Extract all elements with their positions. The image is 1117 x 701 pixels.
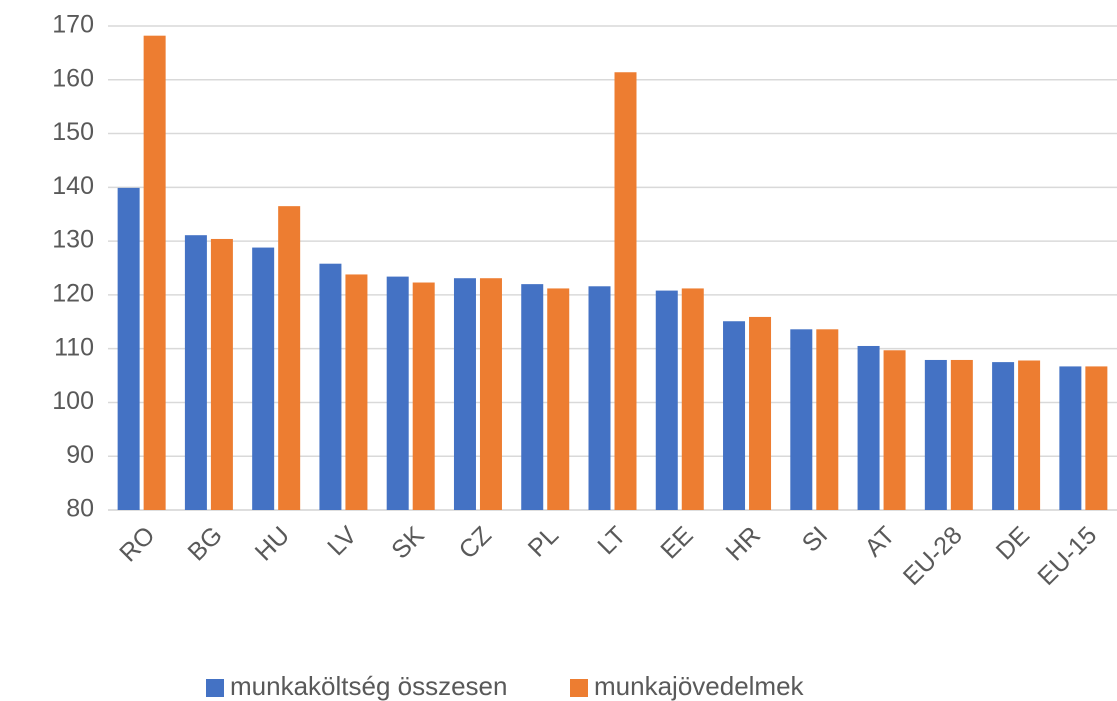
- bar: [547, 288, 570, 510]
- x-tick-label: RO: [114, 521, 160, 567]
- bar: [1059, 366, 1082, 510]
- legend-swatch: [570, 679, 588, 697]
- x-tick-label: HR: [721, 521, 766, 566]
- bar: [386, 276, 409, 510]
- bar: [723, 321, 746, 510]
- bar: [857, 345, 880, 510]
- y-tick-label: 90: [66, 441, 94, 469]
- y-tick-label: 130: [52, 226, 94, 254]
- x-tick-label: SI: [797, 521, 834, 558]
- x-tick-label: EU-28: [898, 521, 968, 591]
- y-tick-label: 110: [54, 333, 94, 361]
- y-tick-label: 100: [52, 387, 94, 415]
- x-tick-label: AT: [859, 521, 900, 562]
- bar: [681, 288, 704, 510]
- x-tick-label: CZ: [454, 521, 497, 564]
- y-tick-label: 170: [52, 11, 94, 39]
- bar: [883, 350, 906, 510]
- x-tick-label: BG: [182, 521, 227, 566]
- bar: [588, 286, 611, 510]
- x-tick-label: EE: [655, 521, 698, 564]
- y-tick-label: 80: [66, 495, 94, 523]
- y-tick-label: 140: [52, 172, 94, 200]
- legend-label: munkajövedelmek: [594, 671, 805, 701]
- y-tick-label: 160: [52, 64, 94, 92]
- bar: [1018, 360, 1041, 510]
- x-tick-label: HU: [250, 521, 295, 566]
- x-tick-label: DE: [991, 521, 1035, 565]
- bar: [1085, 366, 1108, 510]
- bar: [924, 359, 947, 510]
- bar: [412, 282, 435, 510]
- bar: [252, 247, 275, 510]
- bar: [117, 187, 140, 511]
- legend-swatch: [206, 679, 224, 697]
- x-tick-label: EU-15: [1032, 521, 1102, 591]
- x-tick-label: LV: [322, 521, 362, 561]
- y-tick-label: 120: [52, 279, 94, 307]
- bar: [479, 278, 502, 510]
- legend-label: munkaköltség összesen: [230, 671, 507, 701]
- bar: [614, 72, 637, 510]
- bar: [184, 235, 207, 510]
- y-tick-label: 150: [52, 118, 94, 146]
- bar: [345, 274, 368, 510]
- bar: [790, 329, 813, 510]
- bar: [319, 263, 342, 510]
- bar: [749, 316, 772, 510]
- x-tick-label: SK: [386, 521, 430, 565]
- bar: [143, 35, 166, 511]
- bar: [210, 238, 233, 510]
- bar: [278, 206, 301, 510]
- bar: [521, 284, 544, 510]
- x-tick-label: PL: [523, 521, 564, 562]
- bar: [992, 362, 1015, 510]
- bar: [950, 359, 973, 510]
- bar: [453, 278, 476, 510]
- bar: [655, 290, 678, 510]
- x-tick-label: LT: [592, 521, 631, 560]
- bar: [816, 329, 839, 510]
